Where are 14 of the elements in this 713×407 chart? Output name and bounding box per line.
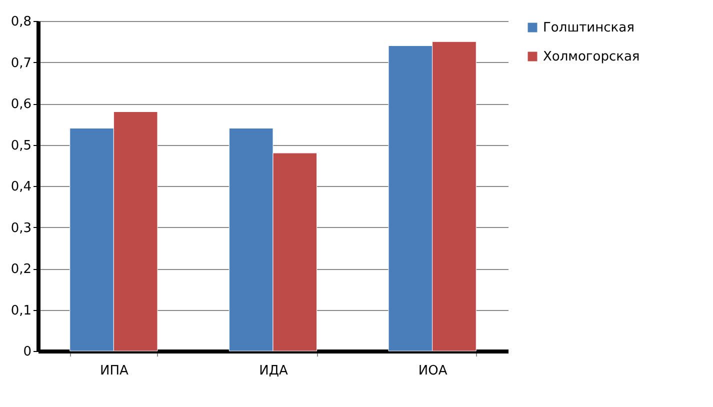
legend-label: Голштинская: [543, 20, 634, 36]
y-tick-label: 0,1: [10, 303, 32, 318]
x-tick-label: ИПА: [100, 364, 128, 378]
y-tick-label: 0,5: [10, 138, 32, 154]
y-tick-label: 0,4: [10, 180, 32, 194]
y-tick-label: 0,8: [10, 14, 32, 30]
y-tick-label: 0,6: [10, 97, 32, 112]
y-tick-label: 0,3: [10, 220, 32, 236]
legend-label: Холмогорская: [543, 50, 640, 64]
y-tick-label: 0,7: [10, 56, 32, 71]
y-tick-label: 0: [23, 344, 32, 360]
y-tick-label: 0,2: [10, 262, 32, 277]
x-tick-label: ИДА: [259, 364, 288, 378]
x-tick-label: ИОА: [418, 364, 448, 378]
